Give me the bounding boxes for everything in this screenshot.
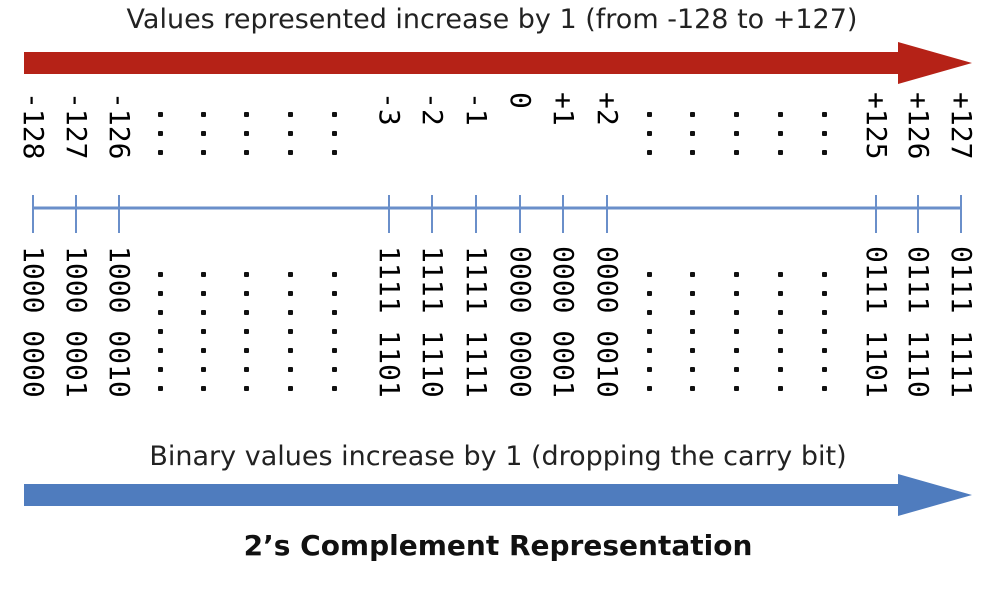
ellipsis-dots-bottom	[157, 272, 163, 405]
decimal-tick-label: -126	[103, 92, 136, 160]
decimal-tick-label: -127	[60, 92, 93, 160]
ellipsis-dots-top	[287, 112, 293, 169]
ellipsis-dots-bottom	[331, 272, 337, 405]
binary-tick-label: 0111 1110	[902, 246, 935, 398]
binary-tick-label: 1000 0000	[17, 246, 50, 398]
ellipsis-dots-bottom	[243, 272, 249, 405]
binary-tick-label: 0000 0001	[547, 246, 580, 398]
binary-tick-label: 1111 1101	[373, 246, 406, 398]
decimal-tick-label: -2	[416, 92, 449, 126]
ellipsis-dots-top	[200, 112, 206, 169]
ellipsis-dots-bottom	[287, 272, 293, 405]
binary-tick-label: 0000 0010	[591, 246, 624, 398]
ellipsis-dots-top	[646, 112, 652, 169]
diagram-title: 2’s Complement Representation	[243, 529, 753, 562]
ellipsis-dots-top	[243, 112, 249, 169]
ellipsis-dots-top	[689, 112, 695, 169]
binary-tick-label: 0111 1101	[860, 246, 893, 398]
ellipsis-dots-bottom	[777, 272, 783, 405]
binary-tick-label: 1111 1110	[416, 246, 449, 398]
ellipsis-dots-bottom	[689, 272, 695, 405]
binary-tick-label: 0000 0000	[504, 246, 537, 398]
decimal-tick-label: +127	[945, 92, 978, 160]
decimal-tick-label: +1	[547, 92, 580, 126]
top-caption: Values represented increase by 1 (from -…	[126, 4, 858, 35]
decimal-tick-label: +126	[902, 92, 935, 160]
decimal-tick-label: -1	[460, 92, 493, 126]
ellipsis-dots-top	[821, 112, 827, 169]
ellipsis-dots-top	[331, 112, 337, 169]
decimal-tick-label: +125	[860, 92, 893, 160]
decimal-tick-label: 0	[504, 92, 537, 109]
top-arrow	[24, 42, 972, 84]
decimal-tick-label: -128	[17, 92, 50, 160]
bottom-caption: Binary values increase by 1 (dropping th…	[149, 441, 847, 472]
decimal-tick-label: -3	[373, 92, 406, 126]
binary-tick-label: 1111 1111	[460, 246, 493, 398]
binary-tick-label: 1000 0001	[60, 246, 93, 398]
ellipsis-dots-bottom	[200, 272, 206, 405]
binary-tick-label: 0111 1111	[945, 246, 978, 398]
ellipsis-dots-bottom	[733, 272, 739, 405]
ellipsis-dots-top	[733, 112, 739, 169]
binary-tick-label: 1000 0010	[103, 246, 136, 398]
decimal-tick-label: +2	[591, 92, 624, 126]
bottom-arrow	[24, 474, 972, 516]
ellipsis-dots-top	[777, 112, 783, 169]
ellipsis-dots-bottom	[646, 272, 652, 405]
ellipsis-dots-bottom	[821, 272, 827, 405]
tick-marks	[32, 195, 962, 233]
ellipsis-dots-top	[157, 112, 163, 169]
